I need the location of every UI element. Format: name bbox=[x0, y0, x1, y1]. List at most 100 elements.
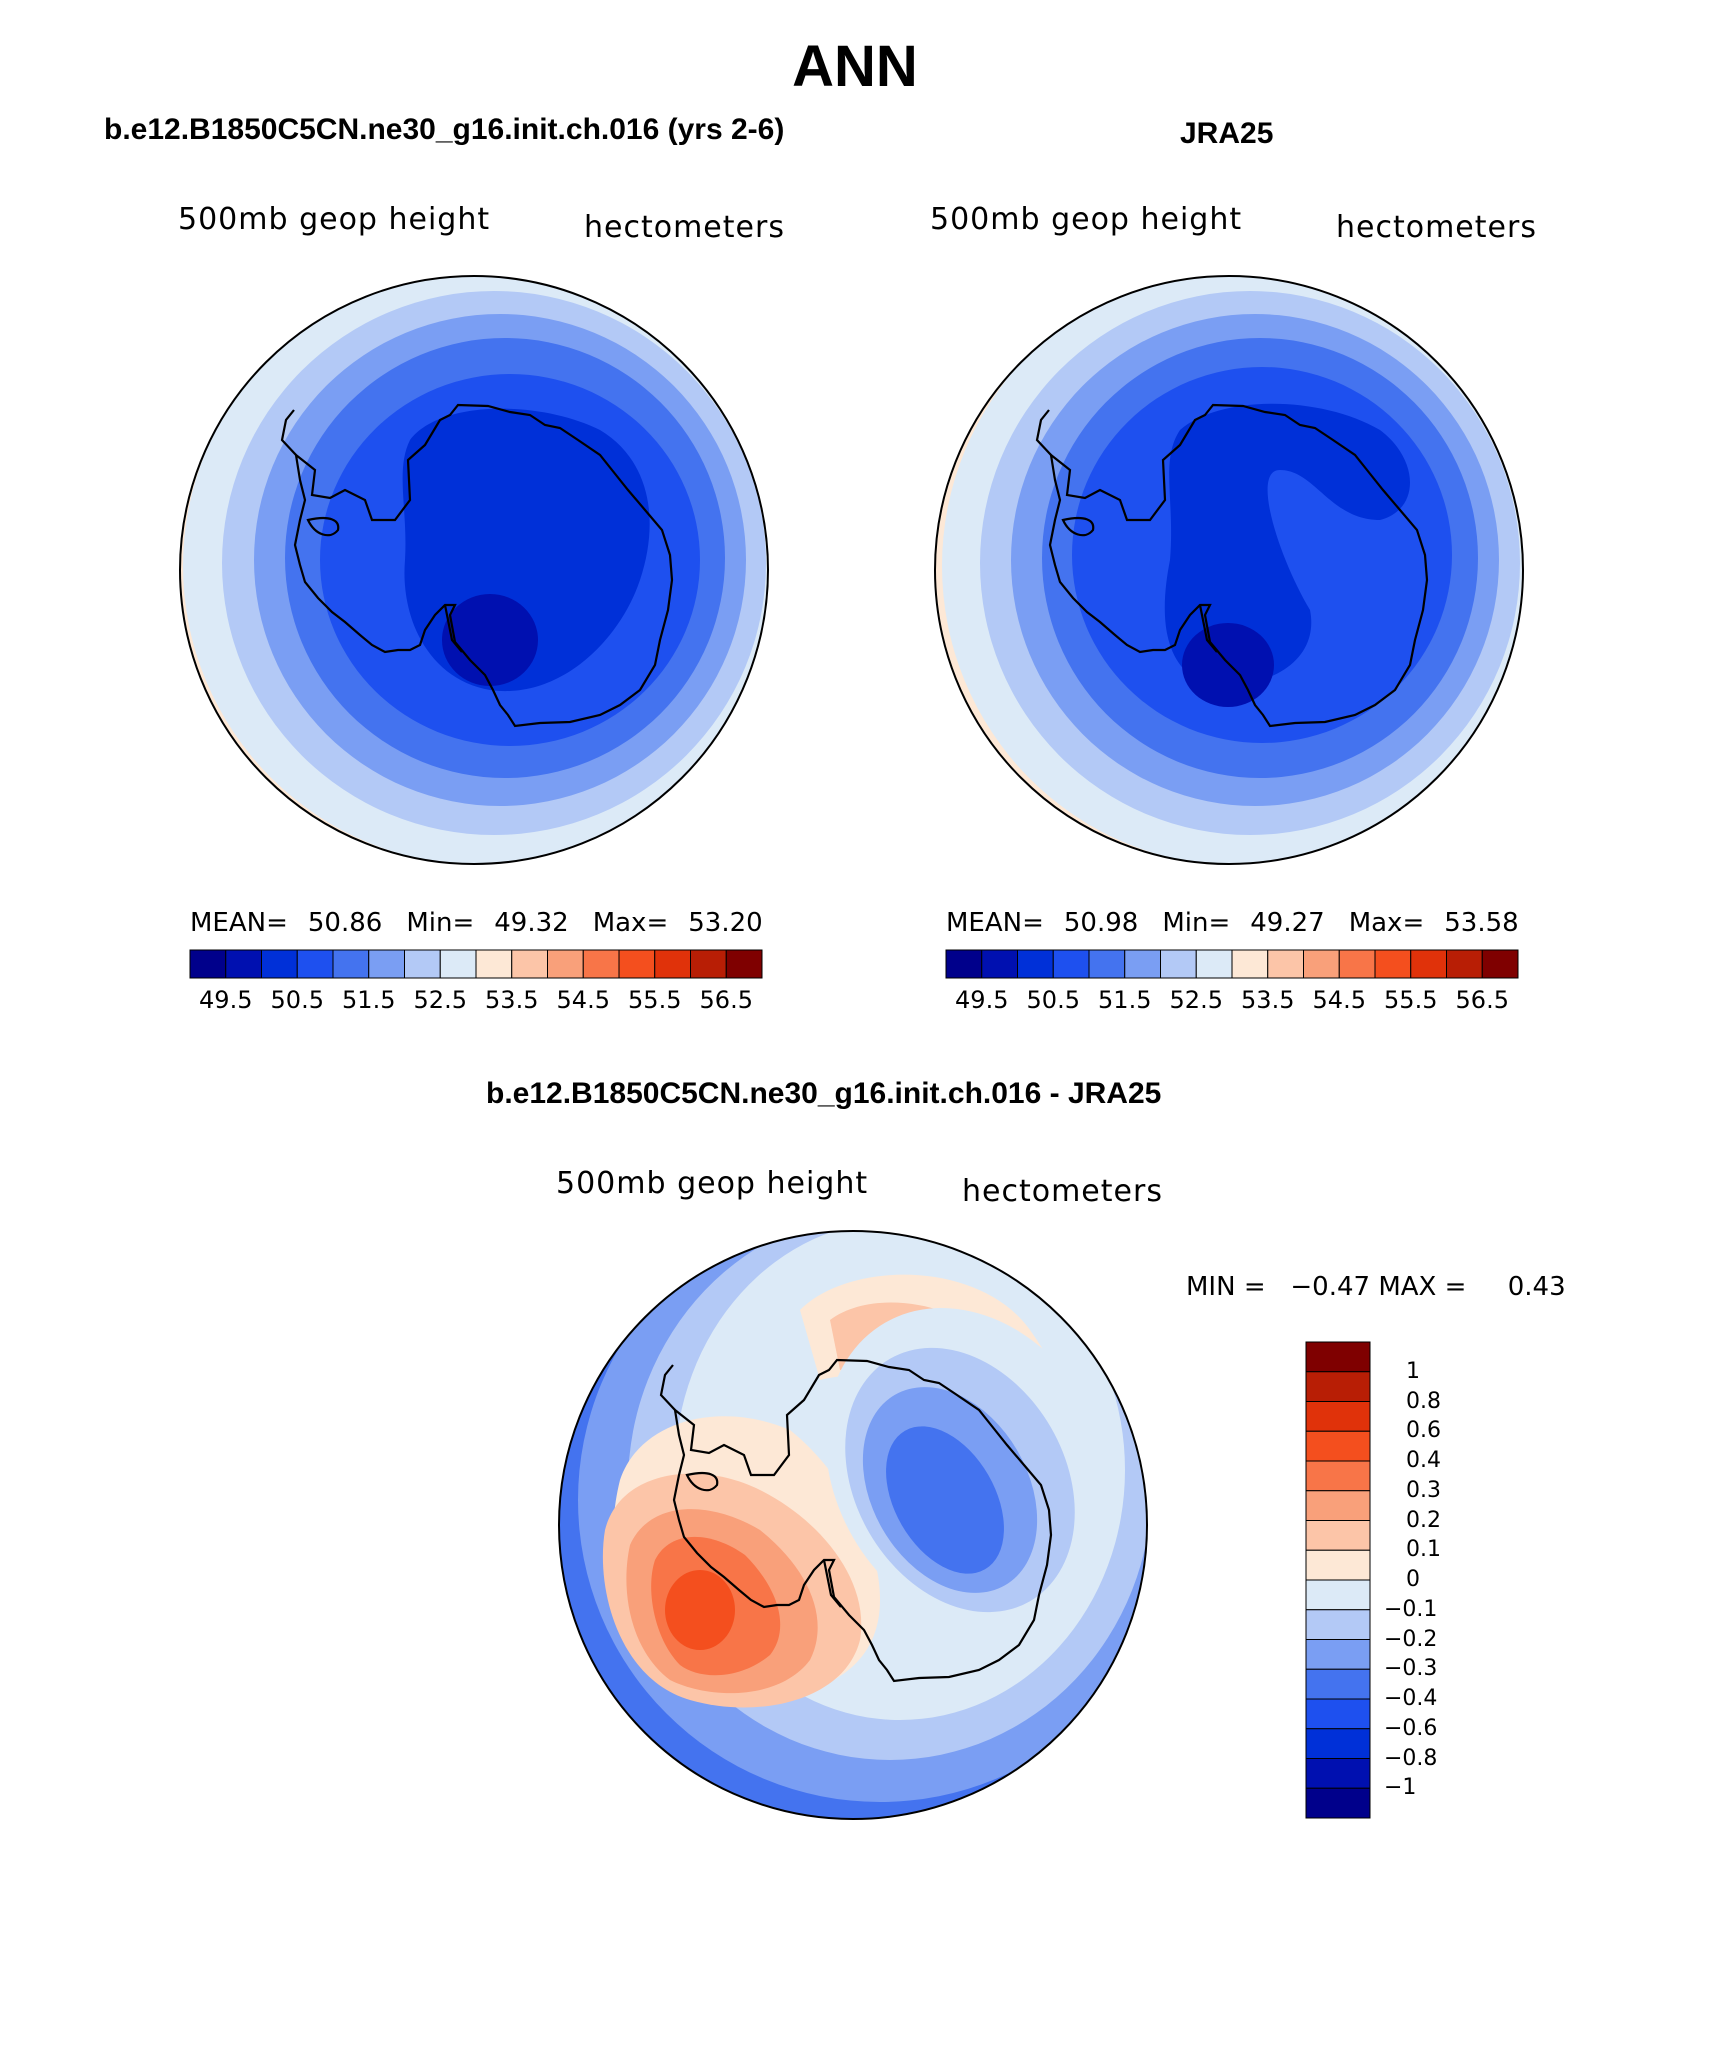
obs-colorbar-tick-label: 55.5 bbox=[1384, 986, 1438, 1014]
panel-1-min-label: Min= bbox=[406, 908, 475, 938]
obs-colorbar-box bbox=[1446, 949, 1483, 979]
model-colorbar-box bbox=[582, 949, 620, 979]
difference-colorbar-box bbox=[1305, 1490, 1371, 1521]
difference-colorbar-tick-label: 0.1 bbox=[1406, 1537, 1441, 1563]
obs-colorbar-tick-label: 54.5 bbox=[1312, 986, 1366, 1014]
difference-colorbar-box bbox=[1305, 1639, 1371, 1670]
difference-colorbar-tick-label: 0 bbox=[1406, 1567, 1420, 1592]
difference-colorbar-box bbox=[1305, 1341, 1371, 1373]
model-colorbar-box bbox=[189, 949, 227, 979]
obs-colorbar-tick-label: 56.5 bbox=[1455, 986, 1509, 1014]
difference-colorbar-tick-label: 0.2 bbox=[1406, 1507, 1441, 1533]
model-colorbar-box bbox=[725, 949, 763, 979]
obs-colorbar-tick-label: 52.5 bbox=[1169, 986, 1223, 1014]
difference-polar-map bbox=[559, 1231, 1147, 1819]
model-colorbar-box bbox=[511, 949, 548, 979]
model-colorbar-box bbox=[475, 949, 513, 979]
difference-colorbar-box bbox=[1305, 1728, 1371, 1759]
model-colorbar-box bbox=[547, 949, 584, 979]
difference-colorbar-tick-label: −0.1 bbox=[1384, 1596, 1438, 1622]
model-colorbar-box bbox=[296, 949, 334, 979]
obs-polar-map bbox=[935, 276, 1523, 864]
model-colorbar-tick-label: 53.5 bbox=[485, 986, 539, 1014]
difference-colorbar-box bbox=[1305, 1520, 1371, 1551]
difference-colorbar-tick-label: −0.3 bbox=[1384, 1656, 1438, 1682]
model-map-border bbox=[179, 275, 769, 865]
obs-colorbar bbox=[945, 949, 1519, 979]
model-antarctica-coastline bbox=[280, 403, 674, 728]
difference-units-label: hectometers bbox=[962, 1174, 1163, 1209]
difference-colorbar-box bbox=[1305, 1430, 1371, 1462]
difference-colorbar-tick-label: 0.3 bbox=[1406, 1477, 1441, 1503]
obs-colorbar-box bbox=[1410, 949, 1447, 979]
difference-colorbar-tick-label: −1 bbox=[1384, 1775, 1417, 1801]
difference-colorbar-tick-label: 0.4 bbox=[1406, 1448, 1441, 1473]
panel-2-title: JRA25 bbox=[1180, 117, 1274, 150]
difference-colorbar-tick-label: 0.6 bbox=[1406, 1418, 1441, 1444]
panel-2-variable-label: 500mb geop height bbox=[930, 202, 1243, 237]
obs-colorbar-box bbox=[945, 949, 983, 979]
model-colorbar-tick-label: 55.5 bbox=[628, 986, 682, 1014]
panel-1-title: b.e12.B1850C5CN.ne30_g16.init.ch.016 (yr… bbox=[104, 113, 785, 146]
panel-2-units-label: hectometers bbox=[1336, 210, 1537, 245]
obs-colorbar-box bbox=[981, 949, 1018, 979]
model-colorbar-box bbox=[439, 949, 477, 979]
model-colorbar-tick-label: 54.5 bbox=[556, 986, 610, 1014]
difference-minmax: MIN = −0.47 MAX = 0.43 bbox=[1186, 1272, 1566, 1302]
panel-1-mean-value: 50.86 bbox=[307, 908, 383, 938]
difference-colorbar-box bbox=[1305, 1549, 1371, 1581]
difference-colorbar-tick-label: −0.4 bbox=[1384, 1686, 1438, 1711]
panel-2-min-value: 49.27 bbox=[1250, 908, 1325, 938]
obs-colorbar-box bbox=[1088, 949, 1126, 979]
panel-2-stats: MEAN= 50.98 Min= 49.27 Max= 53.58 bbox=[946, 908, 1543, 938]
difference-colorbar-box bbox=[1305, 1460, 1371, 1492]
obs-antarctica-coastline bbox=[1035, 403, 1429, 728]
obs-colorbar-box bbox=[1231, 949, 1269, 979]
obs-colorbar-box bbox=[1124, 949, 1161, 979]
obs-colorbar-box bbox=[1017, 949, 1054, 979]
figure-title: ANN bbox=[792, 34, 918, 99]
difference-colorbar-box bbox=[1305, 1579, 1371, 1611]
difference-colorbar-box bbox=[1305, 1758, 1371, 1789]
difference-colorbar-tick-label: 0.8 bbox=[1406, 1388, 1441, 1414]
model-colorbar bbox=[189, 949, 763, 979]
model-colorbar-box bbox=[261, 949, 298, 979]
model-colorbar-box bbox=[368, 949, 405, 979]
obs-colorbar-tick-label: 51.5 bbox=[1098, 986, 1152, 1014]
difference-colorbar bbox=[1305, 1341, 1371, 1819]
difference-colorbar-tick-label: 1 bbox=[1406, 1358, 1420, 1384]
panel-2-max-label: Max= bbox=[1348, 908, 1425, 938]
panel-1-stats: MEAN= 50.86 Min= 49.32 Max= 53.20 bbox=[190, 908, 787, 938]
panel-1-max-label: Max= bbox=[592, 908, 669, 938]
obs-colorbar-box bbox=[1160, 949, 1197, 979]
difference-variable-label: 500mb geop height bbox=[556, 1166, 869, 1201]
difference-colorbar-box bbox=[1305, 1668, 1371, 1700]
model-colorbar-box bbox=[654, 949, 691, 979]
obs-colorbar-tick-label: 50.5 bbox=[1026, 986, 1080, 1014]
difference-map-border bbox=[558, 1230, 1148, 1820]
obs-colorbar-box bbox=[1303, 949, 1340, 979]
model-colorbar-tick-label: 49.5 bbox=[199, 986, 253, 1014]
panel-1-variable-label: 500mb geop height bbox=[178, 202, 491, 237]
model-colorbar-tick-label: 56.5 bbox=[699, 986, 753, 1014]
panel-2-mean-label: MEAN= bbox=[946, 908, 1044, 938]
model-colorbar-box bbox=[404, 949, 441, 979]
obs-colorbar-box bbox=[1481, 949, 1519, 979]
difference-panel-title: b.e12.B1850C5CN.ne30_g16.init.ch.016 - J… bbox=[486, 1077, 1162, 1110]
panel-1-max-value: 53.20 bbox=[688, 908, 763, 938]
panel-1-min-value: 49.32 bbox=[494, 908, 569, 938]
model-colorbar-box bbox=[332, 949, 370, 979]
model-colorbar-box bbox=[225, 949, 262, 979]
obs-colorbar-box bbox=[1195, 949, 1233, 979]
obs-colorbar-tick-label: 49.5 bbox=[955, 986, 1009, 1014]
difference-colorbar-box bbox=[1305, 1698, 1371, 1730]
obs-colorbar-box bbox=[1374, 949, 1412, 979]
difference-antarctica-coastline bbox=[659, 1358, 1053, 1683]
difference-colorbar-tick-label: −0.2 bbox=[1384, 1626, 1438, 1652]
model-polar-map bbox=[180, 276, 768, 864]
obs-map-border bbox=[934, 275, 1524, 865]
difference-colorbar-box bbox=[1305, 1787, 1371, 1819]
obs-colorbar-tick-label: 53.5 bbox=[1241, 986, 1295, 1014]
model-colorbar-box bbox=[618, 949, 656, 979]
